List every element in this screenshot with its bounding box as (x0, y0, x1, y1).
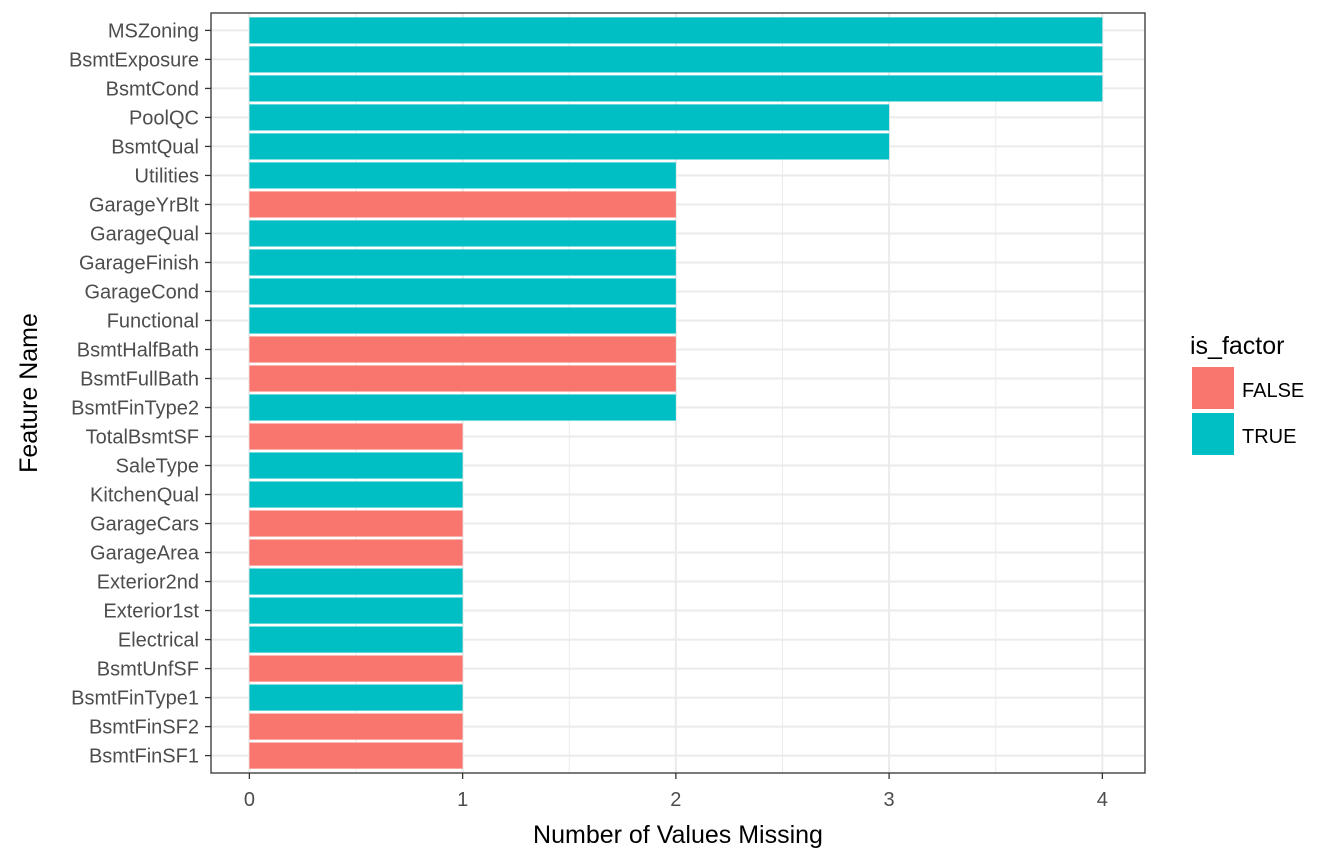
y-tick-label: PoolQC (129, 107, 199, 129)
bar-bsmtfinsf1 (249, 742, 463, 769)
bar-totalbsmtsf (249, 423, 463, 450)
x-tick-label: 3 (884, 789, 895, 811)
y-tick-label: Utilities (135, 165, 199, 187)
bar-functional (249, 307, 676, 334)
bar-bsmtexposure (249, 46, 1103, 73)
bar-garagequal (249, 220, 676, 247)
bar-bsmtfullbath (249, 365, 676, 392)
y-tick-label: MSZoning (108, 20, 199, 42)
x-tick-label: 4 (1097, 789, 1108, 811)
y-tick-label: GarageFinish (79, 252, 199, 274)
y-tick-label: BsmtCond (106, 78, 199, 100)
y-tick-label: BsmtFinType2 (71, 398, 199, 420)
y-tick-label: BsmtHalfBath (77, 339, 199, 361)
y-tick-label: Functional (107, 310, 199, 332)
x-tick-label: 1 (457, 789, 468, 811)
bar-garagearea (249, 539, 463, 566)
legend-key-true (1192, 413, 1234, 455)
bar-garagecars (249, 510, 463, 537)
y-tick-label: BsmtFinSF2 (89, 717, 199, 739)
y-tick-label: GarageQual (90, 223, 199, 245)
y-tick-label: GarageCars (90, 514, 199, 536)
y-tick-label: Electrical (118, 630, 199, 652)
bar-bsmtcond (249, 75, 1103, 102)
y-tick-label: GarageArea (90, 543, 200, 565)
bar-bsmtfintype1 (249, 684, 463, 711)
legend-key-false (1192, 367, 1234, 409)
bar-utilities (249, 162, 676, 189)
bar-garagefinish (249, 249, 676, 276)
y-tick-label: Exterior1st (103, 601, 199, 623)
y-tick-label: TotalBsmtSF (86, 427, 199, 449)
bar-exterior1st (249, 597, 463, 624)
x-tick-label: 0 (244, 789, 255, 811)
bar-electrical (249, 626, 463, 653)
legend-label-false: FALSE (1242, 380, 1304, 402)
x-tick-label: 2 (670, 789, 681, 811)
y-tick-label: BsmtFinSF1 (89, 746, 199, 768)
y-tick-label: BsmtUnfSF (97, 659, 199, 681)
y-tick-label: GarageYrBlt (89, 194, 199, 216)
bar-bsmtunfsf (249, 655, 463, 682)
bar-garageyrblt (249, 191, 676, 218)
bar-poolqc (249, 104, 890, 131)
bar-kitchenqual (249, 481, 463, 508)
bar-saletype (249, 452, 463, 479)
bar-exterior2nd (249, 568, 463, 595)
x-axis: 0 1 2 3 4 (244, 773, 1108, 811)
legend-label-true: TRUE (1242, 426, 1296, 448)
y-tick-label: GarageCond (84, 281, 199, 303)
legend: is_factor FALSE TRUE (1190, 332, 1304, 455)
y-axis-title: Feature Name (15, 313, 43, 473)
bar-garagecond (249, 278, 676, 305)
y-tick-label: BsmtFullBath (80, 368, 199, 390)
y-tick-label: BsmtExposure (69, 49, 199, 71)
plot-panel-border (210, 12, 1146, 774)
y-tick-label: SaleType (116, 456, 199, 478)
y-tick-label: BsmtQual (111, 136, 199, 158)
bars (249, 17, 1103, 769)
legend-title: is_factor (1190, 332, 1284, 360)
bar-bsmtfinsf2 (249, 713, 463, 740)
bar-bsmtqual (249, 133, 890, 160)
bar-bsmtfintype2 (249, 394, 676, 421)
y-tick-label: Exterior2nd (97, 572, 199, 594)
x-axis-title: Number of Values Missing (533, 821, 823, 849)
bar-bsmthalfbath (249, 336, 676, 363)
y-axis: MSZoning BsmtExposure BsmtCond PoolQC BsmtQu… (69, 20, 211, 768)
bar-mszoning (249, 17, 1103, 44)
y-tick-label: KitchenQual (90, 485, 199, 507)
y-tick-label: BsmtFinType1 (71, 688, 199, 710)
